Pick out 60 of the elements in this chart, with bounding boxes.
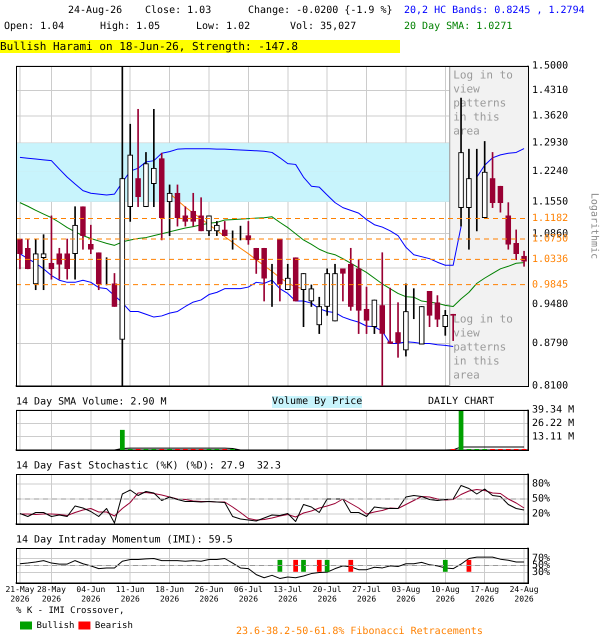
chart-title: 14 Day SMA Volume: 2.90 M [16, 396, 167, 408]
text: Vol: 35,027 [290, 20, 356, 33]
x-tick-label: 11-Jun 2026 [116, 584, 145, 604]
x-tick-label: 18-Jun 2026 [155, 584, 184, 604]
y-tick-label: 1.3620 [532, 110, 568, 122]
text: 20,2 HC Bands: 0.8245 , 1.2794 [404, 4, 585, 17]
x-tick-label: 04-Jun 2026 [76, 584, 106, 604]
chart-title: 14 Day Intraday Momentum (IMI): 59.5 [16, 534, 233, 546]
ref-line-label: 1.0336 [532, 254, 568, 265]
x-tick-label: 27-Jul 2026 [352, 584, 382, 604]
x-tick-label: 03-Aug 2026 [391, 584, 421, 604]
bar [120, 430, 125, 450]
y-tick-label: 50% [532, 494, 550, 505]
y-tick-label: 26.22 M [532, 418, 574, 429]
text: Close: 1.03 [145, 4, 212, 17]
y-tick-label: 80% [532, 478, 550, 490]
y-tick-label: 1.1550 [532, 196, 568, 208]
candlestick [395, 302, 401, 358]
y-tick-label: 1.2240 [532, 166, 568, 178]
legend-label: Bullish [36, 620, 74, 631]
legend-label: Bearish [94, 620, 133, 631]
text: 24-Aug-26 [68, 4, 122, 17]
x-tick-label: 17-Aug 2026 [470, 584, 500, 604]
ref-line-label: 1.1182 [532, 213, 568, 224]
x-tick-label: 10-Aug 2026 [430, 584, 460, 604]
y-tick-label: 20% [532, 508, 550, 520]
bar [458, 410, 464, 450]
y-tick-label: 39.34 M [532, 404, 574, 416]
x-tick-label: 06-Jul 2026 [234, 584, 263, 604]
y-tick-label: 1.5000 [532, 60, 568, 72]
text: 20 Day SMA: 1.0271 [404, 20, 512, 33]
legend-title: % K - IMI Crossover, [16, 606, 124, 616]
x-tick-label: 21-May 2026 [5, 584, 35, 604]
text: Volume By Price [272, 396, 362, 408]
text: Open: 1.04 [4, 20, 64, 33]
candlestick [48, 216, 54, 280]
text: Log in to view patterns in this area [453, 312, 513, 382]
x-tick-label: 20-Jul 2026 [312, 584, 342, 604]
text: Bullish Harami on 18-Jun-26, Strength: -147.8 [0, 40, 400, 53]
y-tick-label: 1.4310 [532, 85, 568, 96]
text: DAILY CHART [428, 396, 494, 408]
candlestick [40, 234, 46, 290]
x-tick-label: 26-Jun 2026 [194, 584, 224, 604]
y-tick-label: 0.9480 [532, 298, 568, 310]
y-tick-label: 1.2930 [532, 138, 568, 149]
candlestick [364, 286, 370, 334]
y-tick-label: 30% [532, 567, 550, 578]
text: Low: 1.02 [196, 20, 250, 33]
chart-title: 14 Day Fast Stochastic (%K) (%D): 27.9 32.3 [16, 460, 281, 472]
y-tick-label: 0.8790 [532, 338, 568, 350]
text: High: 1.05 [100, 20, 160, 33]
text: 23.6-38.2-50-61.8% Fibonacci Retracements [236, 625, 483, 638]
y-tick-label: 0.8100 [532, 380, 568, 392]
y-axis-title: Logarithmic [588, 192, 600, 260]
ref-line-label: 0.9845 [532, 279, 568, 290]
x-tick-label: 24-Aug 2026 [510, 584, 539, 604]
y-tick-label: 13.11 M [532, 431, 574, 442]
x-tick-label: 28-May 2026 [36, 584, 66, 604]
text: Change: -0.0200 {-1.9 %} [248, 4, 392, 17]
x-tick-label: 13-Jul 2026 [273, 584, 302, 604]
